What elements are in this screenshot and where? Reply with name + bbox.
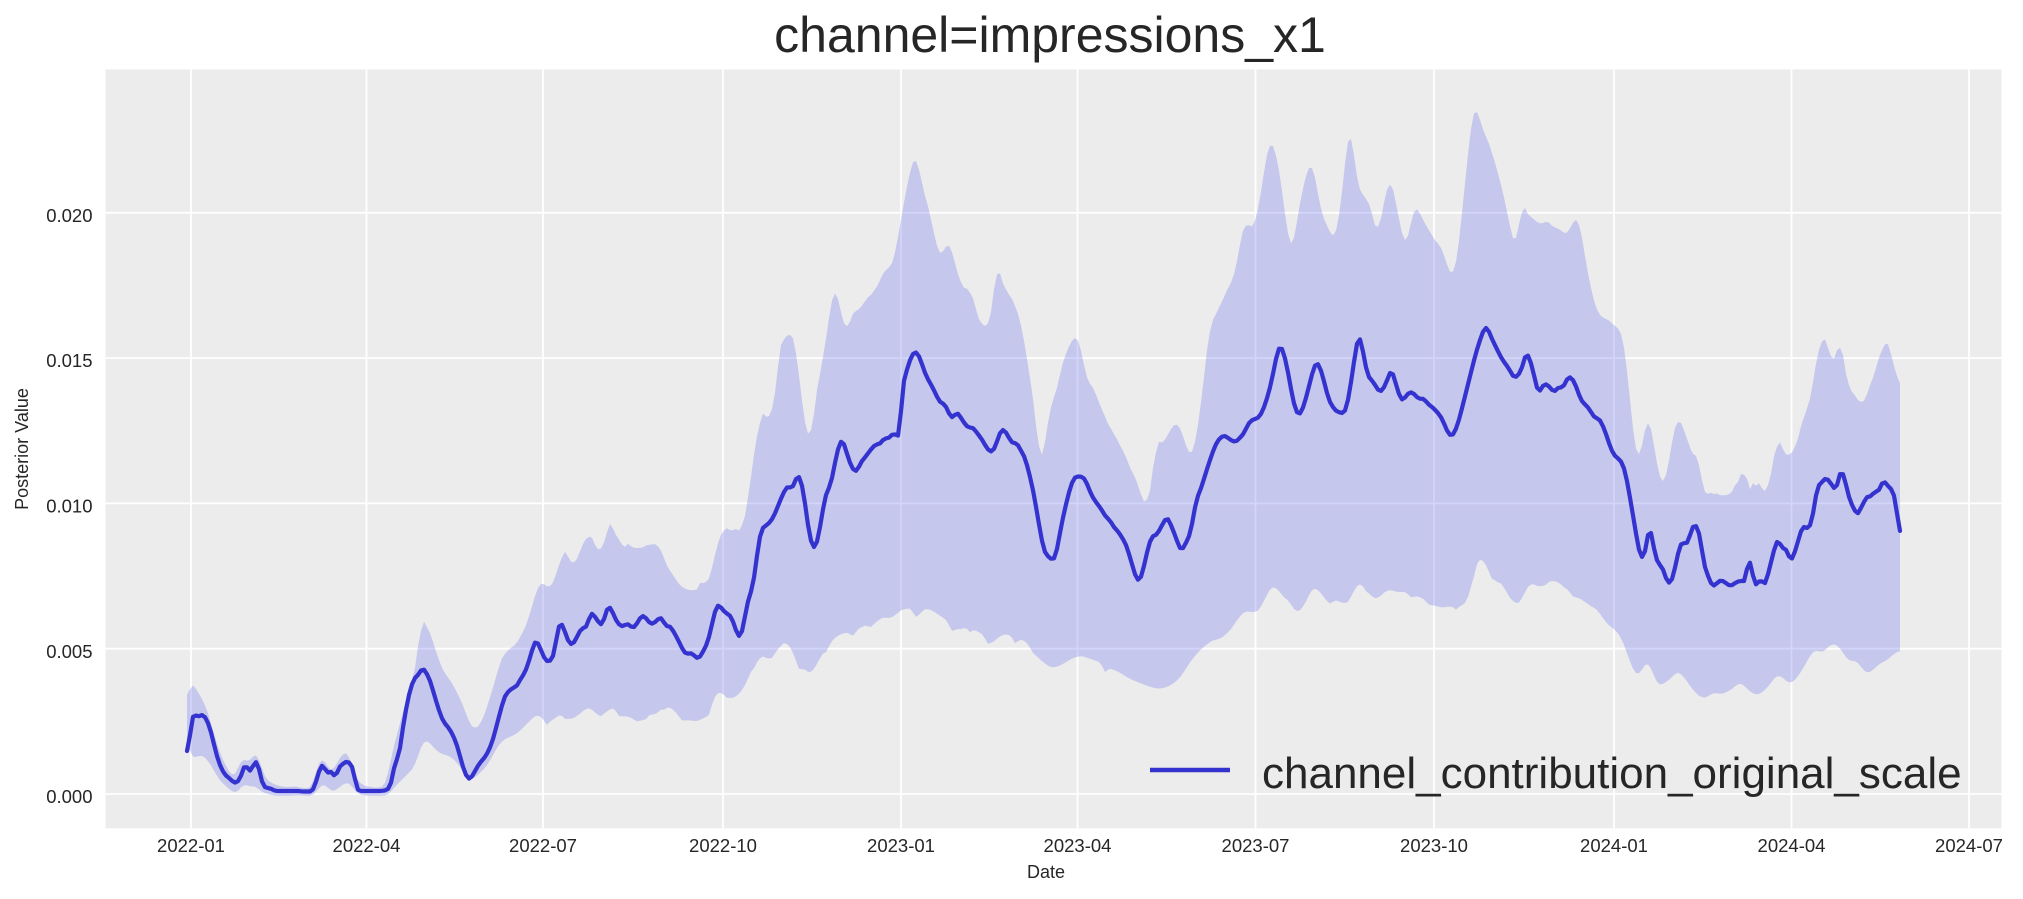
svg-text:0.020: 0.020: [46, 205, 92, 226]
svg-text:2023-10: 2023-10: [1400, 835, 1468, 856]
svg-text:0.000: 0.000: [46, 786, 92, 807]
svg-text:2024-04: 2024-04: [1758, 835, 1826, 856]
svg-text:Date: Date: [1027, 862, 1065, 882]
svg-text:channel_contribution_original_: channel_contribution_original_scale: [1262, 749, 1962, 798]
svg-text:0.010: 0.010: [46, 496, 92, 517]
svg-text:2024-01: 2024-01: [1580, 835, 1648, 856]
svg-text:channel=impressions_x1: channel=impressions_x1: [774, 7, 1326, 63]
svg-text:2022-07: 2022-07: [509, 835, 577, 856]
svg-text:2022-04: 2022-04: [333, 835, 401, 856]
svg-text:2022-10: 2022-10: [689, 835, 757, 856]
svg-text:2023-07: 2023-07: [1222, 835, 1290, 856]
svg-text:2024-07: 2024-07: [1935, 835, 2003, 856]
svg-text:2022-01: 2022-01: [157, 835, 225, 856]
svg-text:0.005: 0.005: [46, 641, 92, 662]
svg-text:0.015: 0.015: [46, 350, 92, 371]
svg-text:2023-01: 2023-01: [867, 835, 935, 856]
svg-text:2023-04: 2023-04: [1044, 835, 1112, 856]
svg-text:Posterior Value: Posterior Value: [12, 388, 32, 510]
